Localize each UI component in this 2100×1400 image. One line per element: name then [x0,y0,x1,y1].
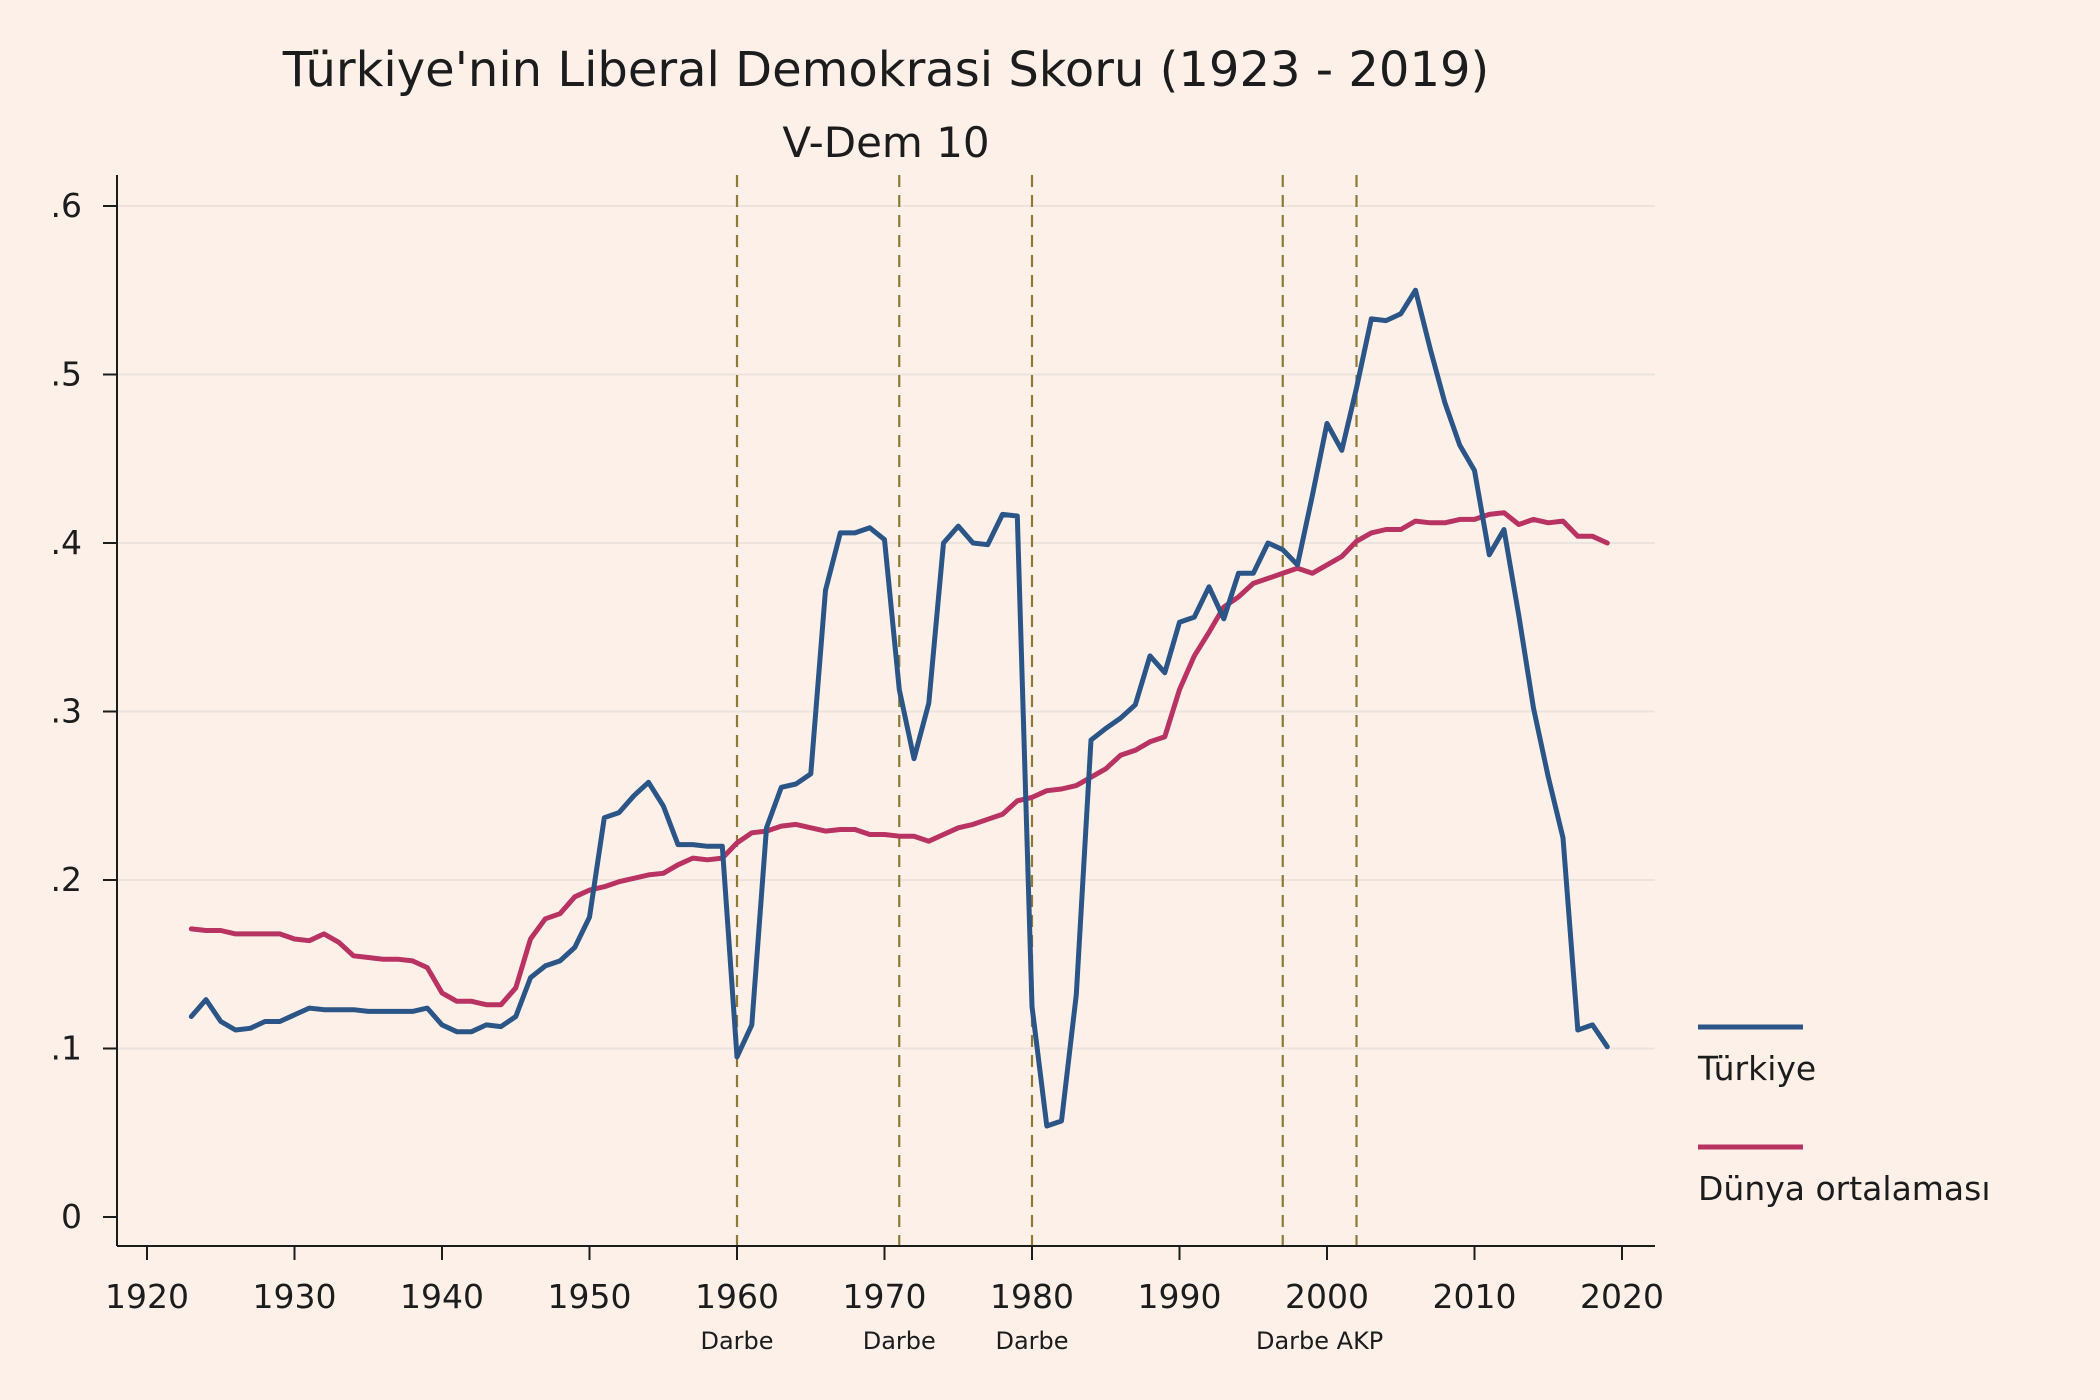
series-line-turkiye [188,287,1610,1129]
event-label: Darbe [700,1327,773,1355]
x-tick-label: 2010 [1433,1277,1517,1316]
y-tick-label: .3 [51,692,83,731]
x-tick-label: 1930 [253,1277,337,1316]
x-tick-label: 1920 [105,1277,189,1316]
y-tick-label: .6 [51,186,83,225]
chart-subtitle: V-Dem 10 [782,118,989,167]
x-tick-label: 1990 [1138,1277,1222,1316]
legend-label: Dünya ortalaması [1698,1169,1991,1208]
y-tick-label: .1 [51,1029,83,1068]
x-tick-label: 2000 [1285,1277,1369,1316]
x-tick-label: 1950 [548,1277,632,1316]
x-tick-label: 1970 [843,1277,927,1316]
x-tick-label: 1940 [400,1277,484,1316]
y-tick-label: .2 [51,860,83,899]
y-tick-label: .4 [51,523,83,562]
event-label: Darbe [995,1327,1068,1355]
y-tick-label: 0 [61,1197,82,1236]
chart-title: Türkiye'nin Liberal Demokrasi Skoru (192… [282,42,1490,98]
x-tick-label: 1980 [990,1277,1074,1316]
event-label: Darbe [863,1327,936,1355]
legend-label: Türkiye [1697,1049,1816,1088]
event-label: Darbe AKP [1256,1327,1383,1355]
x-tick-label: 2020 [1580,1277,1664,1316]
axes: 0 .1 .2 .3 .4 .5 .6 1920 1930 1940 1950 1960 1970 198… [51,175,1664,1355]
series-line-world-average [188,510,1610,1008]
series-lines [188,287,1610,1129]
legend: Türkiye Dünya ortalaması [1697,1024,1991,1208]
x-tick-label: 1960 [695,1277,779,1316]
y-tick-label: .5 [51,355,83,394]
